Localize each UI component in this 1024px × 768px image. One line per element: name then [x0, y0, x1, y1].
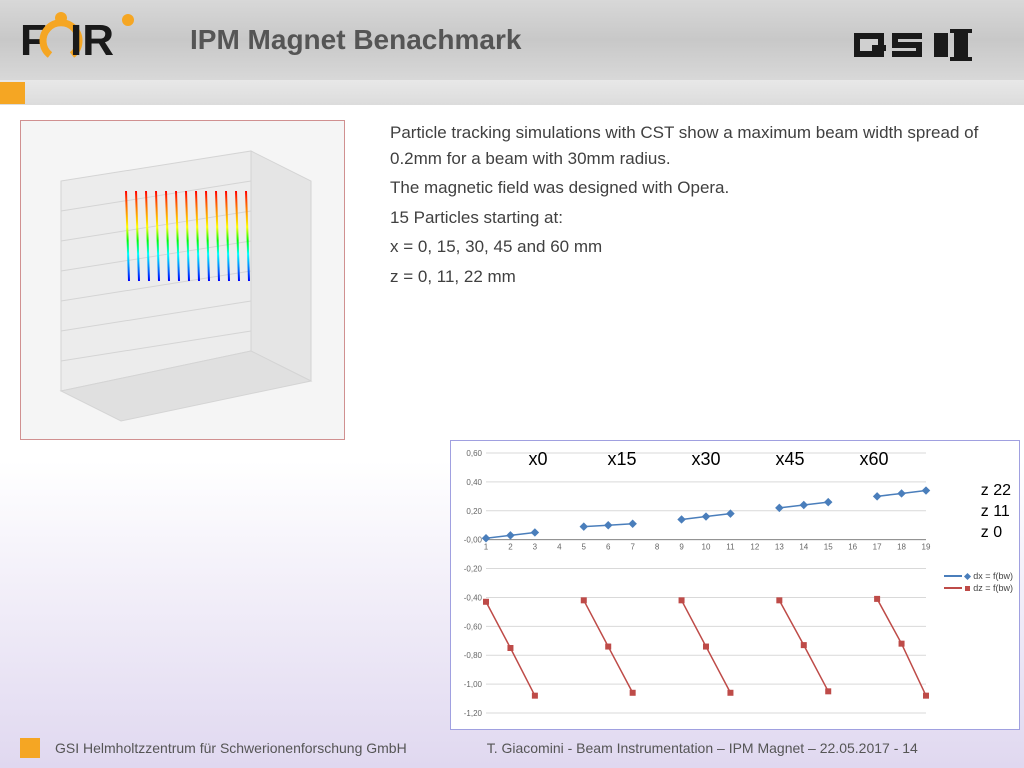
slide-title: IPM Magnet Benachmark	[190, 24, 521, 56]
legend-label: dz = f(bw)	[973, 583, 1013, 593]
gsi-logo	[854, 25, 994, 70]
slide-footer: GSI Helmholtzzentrum für Schwerionenfors…	[0, 738, 1024, 758]
svg-text:5: 5	[582, 543, 587, 552]
x-label: x0	[496, 449, 580, 470]
text-line: 15 Particles starting at:	[390, 205, 1010, 231]
svg-text:-0,60: -0,60	[464, 622, 483, 631]
accent-square-icon	[0, 82, 25, 104]
svg-text:2: 2	[508, 543, 513, 552]
svg-text:8: 8	[655, 543, 660, 552]
svg-text:-0,00: -0,00	[464, 536, 483, 545]
legend-label: dx = f(bw)	[973, 571, 1013, 581]
svg-text:3: 3	[533, 543, 538, 552]
header-sub-bar	[0, 80, 1024, 105]
svg-text:0,60: 0,60	[466, 449, 482, 458]
x-label: x15	[580, 449, 664, 470]
svg-text:-0,40: -0,40	[464, 593, 483, 602]
text-line: z = 0, 11, 22 mm	[390, 264, 1010, 290]
chart-x-group-labels: x0 x15 x30 x45 x60	[496, 449, 916, 470]
svg-text:13: 13	[775, 543, 784, 552]
chart-legend: dx = f(bw) dz = f(bw)	[944, 571, 1013, 595]
legend-item: dz = f(bw)	[944, 583, 1013, 593]
footer-accent-icon	[20, 738, 40, 758]
svg-text:7: 7	[630, 543, 635, 552]
svg-text:IR: IR	[70, 16, 114, 65]
footer-author: T. Giacomini - Beam Instrumentation – IP…	[487, 740, 918, 756]
svg-text:1: 1	[484, 543, 489, 552]
description-text: Particle tracking simulations with CST s…	[390, 120, 1010, 293]
deviation-chart: x0 x15 x30 x45 x60 z 22 z 11 z 0 dx = f(…	[450, 440, 1020, 730]
svg-text:0,40: 0,40	[466, 478, 482, 487]
svg-text:14: 14	[799, 543, 808, 552]
footer-org: GSI Helmholtzzentrum für Schwerionenfors…	[55, 740, 407, 756]
svg-text:-1,20: -1,20	[464, 709, 483, 718]
simulation-figure	[20, 120, 345, 440]
slide-header: F IR IPM Magnet Benachmark	[0, 0, 1024, 80]
svg-text:17: 17	[873, 543, 882, 552]
svg-text:6: 6	[606, 543, 611, 552]
z-label: z 22	[981, 481, 1011, 502]
fair-logo: F IR	[20, 10, 150, 70]
svg-text:19: 19	[922, 543, 931, 552]
chart-svg: -1,20 -1,00 -0,80 -0,60 -0,40 -0,20 -0,00 0,20 0…	[451, 441, 1021, 731]
x-label: x60	[832, 449, 916, 470]
z-label: z 0	[981, 523, 1011, 544]
text-line: Particle tracking simulations with CST s…	[390, 120, 1010, 171]
svg-text:-0,20: -0,20	[464, 565, 483, 574]
svg-text:12: 12	[750, 543, 759, 552]
x-label: x45	[748, 449, 832, 470]
svg-text:11: 11	[726, 543, 735, 552]
svg-text:18: 18	[897, 543, 906, 552]
svg-text:15: 15	[824, 543, 833, 552]
svg-text:-1,00: -1,00	[464, 680, 483, 689]
legend-item: dx = f(bw)	[944, 571, 1013, 581]
x-label: x30	[664, 449, 748, 470]
svg-text:9: 9	[679, 543, 684, 552]
svg-text:10: 10	[702, 543, 711, 552]
text-line: The magnetic field was designed with Ope…	[390, 175, 1010, 201]
chart-z-labels: z 22 z 11 z 0	[981, 481, 1011, 543]
text-line: x = 0, 15, 30, 45 and 60 mm	[390, 234, 1010, 260]
svg-text:-0,80: -0,80	[464, 651, 483, 660]
svg-text:4: 4	[557, 543, 562, 552]
svg-text:16: 16	[848, 543, 857, 552]
svg-text:0,20: 0,20	[466, 507, 482, 516]
z-label: z 11	[981, 502, 1011, 523]
